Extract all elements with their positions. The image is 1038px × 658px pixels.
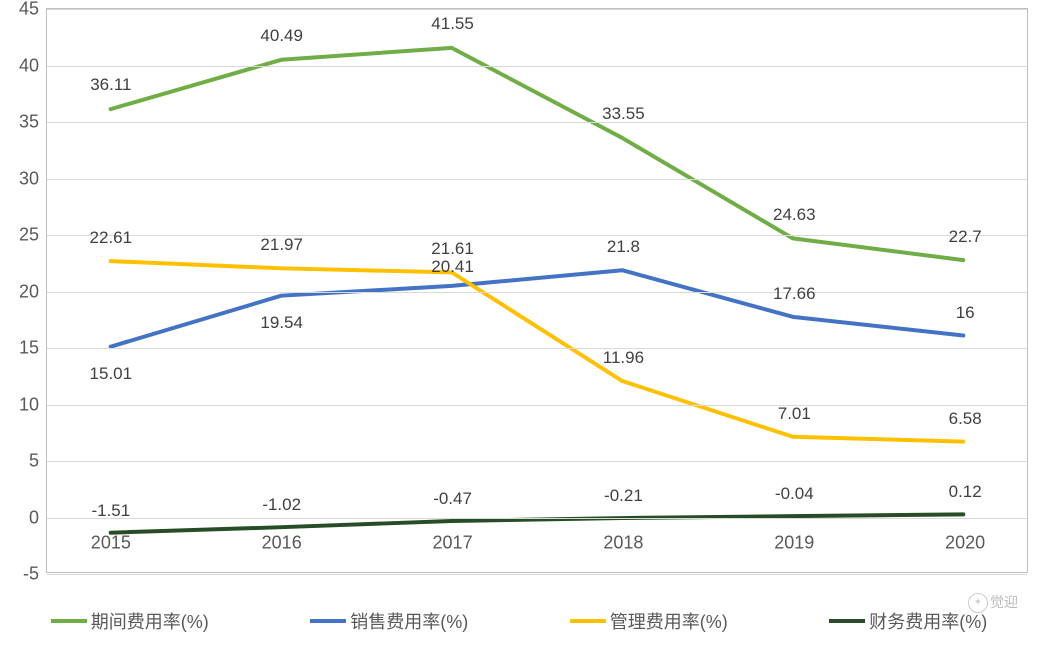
y-axis-label: 15 <box>19 338 47 359</box>
x-axis-label: 2015 <box>91 533 131 554</box>
data-point-label: -0.04 <box>775 484 814 504</box>
legend-item: 期间费用率(%) <box>51 608 209 634</box>
chart-lines-svg <box>47 9 1027 572</box>
y-axis-label: 10 <box>19 394 47 415</box>
legend-swatch <box>51 619 87 623</box>
data-point-label: 0.12 <box>949 482 982 502</box>
data-point-label: 6.58 <box>949 409 982 429</box>
gridline <box>47 179 1027 180</box>
legend-item: 管理费用率(%) <box>570 608 728 634</box>
legend-label: 期间费用率(%) <box>91 608 209 634</box>
legend-swatch <box>310 619 346 623</box>
data-point-label: 19.54 <box>260 313 303 333</box>
line-chart: -5 0 5 10 15 20 25 30 35 40 45 2015 2016 2017 2018 2019… <box>0 0 1038 658</box>
data-point-label: -0.21 <box>604 486 643 506</box>
data-point-label: 15.01 <box>90 364 133 384</box>
legend-item: 财务费用率(%) <box>829 608 987 634</box>
x-axis-label: 2019 <box>774 533 814 554</box>
data-point-label: 17.66 <box>773 284 816 304</box>
data-point-label: 24.63 <box>773 205 816 225</box>
data-point-label: 33.55 <box>602 104 645 124</box>
data-point-label: -1.02 <box>262 495 301 515</box>
data-point-label: 7.01 <box>778 404 811 424</box>
gridline <box>47 66 1027 67</box>
legend-item: 销售费用率(%) <box>310 608 468 634</box>
x-axis-label: 2017 <box>433 533 473 554</box>
data-point-label: 21.8 <box>607 237 640 257</box>
series-line <box>111 261 964 441</box>
legend-swatch <box>829 619 865 623</box>
x-axis-label: 2016 <box>262 533 302 554</box>
data-point-label: 41.55 <box>431 14 474 34</box>
legend-label: 管理费用率(%) <box>610 608 728 634</box>
data-point-label: -1.51 <box>91 501 130 521</box>
gridline <box>47 348 1027 349</box>
series-line <box>111 48 964 260</box>
chart-legend: 期间费用率(%) 销售费用率(%) 管理费用率(%) 财务费用率(%) <box>0 608 1038 634</box>
gridline <box>47 405 1027 406</box>
data-point-label: 20.41 <box>431 257 474 277</box>
data-point-label: 11.96 <box>603 348 644 368</box>
y-axis-label: 0 <box>29 507 47 528</box>
gridline <box>47 518 1027 519</box>
data-point-label: 21.61 <box>431 239 474 259</box>
chart-plot-area: -505101520253035404520152016201720182019… <box>46 8 1028 573</box>
data-point-label: 22.61 <box>90 228 133 248</box>
data-point-label: 22.7 <box>949 227 982 247</box>
y-axis-label: 40 <box>19 55 47 76</box>
gridline <box>47 122 1027 123</box>
gridline <box>47 292 1027 293</box>
data-point-label: 36.11 <box>90 75 131 95</box>
legend-label: 销售费用率(%) <box>350 608 468 634</box>
x-axis-label: 2018 <box>603 533 643 554</box>
data-point-label: 40.49 <box>260 26 303 46</box>
y-axis-label: 20 <box>19 281 47 302</box>
gridline <box>47 235 1027 236</box>
series-line <box>111 270 964 346</box>
data-point-label: 16 <box>956 303 975 323</box>
data-point-label: 21.97 <box>260 235 303 255</box>
y-axis-label: 30 <box>19 168 47 189</box>
x-axis-label: 2020 <box>945 533 985 554</box>
legend-swatch <box>570 619 606 623</box>
y-axis-label: 35 <box>19 112 47 133</box>
y-axis-label: 5 <box>29 451 47 472</box>
data-point-label: -0.47 <box>433 489 472 509</box>
gridline <box>47 9 1027 10</box>
y-axis-label: 45 <box>19 0 47 20</box>
y-axis-label: 25 <box>19 225 47 246</box>
y-axis-label: -5 <box>23 564 47 585</box>
gridline <box>47 574 1027 575</box>
legend-label: 财务费用率(%) <box>869 608 987 634</box>
gridline <box>47 461 1027 462</box>
